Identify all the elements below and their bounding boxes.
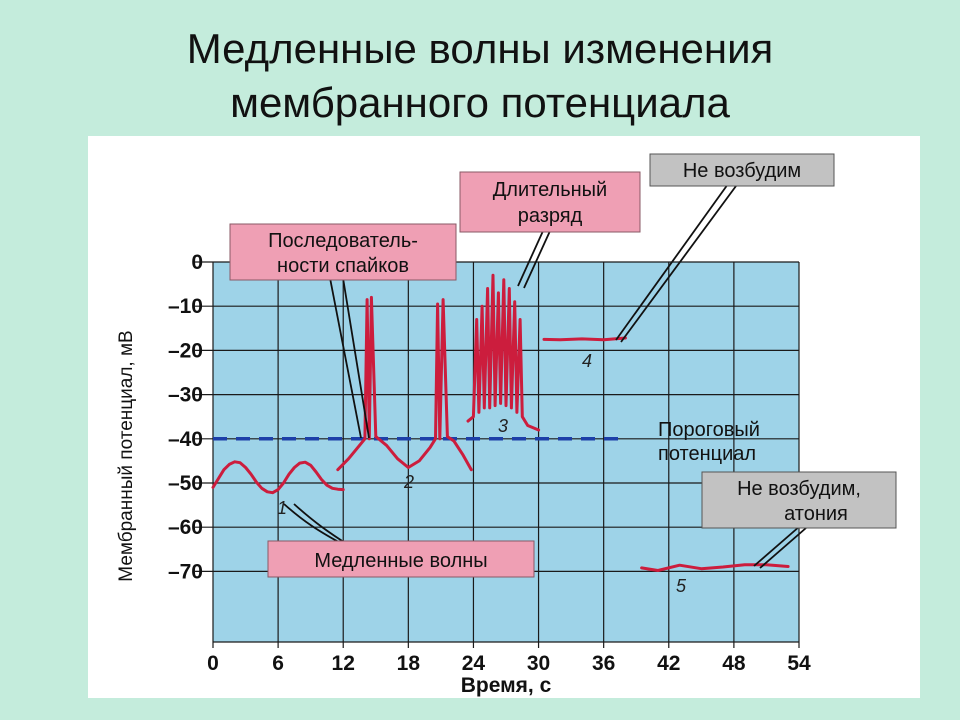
callout-atonia-line-2: атония (784, 503, 848, 525)
trace-4 (542, 336, 627, 342)
trace-label-4: 4 (582, 351, 592, 371)
callout-not-excitable: Не возбудим (649, 153, 835, 187)
x-tick-label: 30 (527, 652, 550, 675)
y-tick-label: –50 (168, 472, 203, 495)
x-tick-label: 6 (272, 652, 284, 675)
x-tick-label: 48 (722, 652, 746, 675)
callout-not-excitable-text: Не возбудим (683, 160, 801, 182)
trace-1 (211, 460, 345, 495)
callout-slow-waves: Медленные волны (267, 540, 535, 578)
x-tick-label: 54 (787, 652, 811, 675)
leader-atonia-2 (759, 527, 807, 569)
callout-discharge-line-1: Длительный (493, 179, 607, 201)
leader-not-excitable-1 (615, 183, 729, 341)
x-axis-title: Время, с (461, 674, 552, 697)
callout-spikes-line-1: Последователь- (268, 230, 418, 252)
callout-spike-sequences: Последователь- ности спайков (229, 223, 457, 281)
trace-label-5: 5 (676, 576, 687, 596)
leader-not-excitable-2 (620, 185, 737, 343)
trace-2 (336, 295, 473, 472)
callout-spikes-line-2: ности спайков (277, 255, 409, 277)
y-tick-label: –20 (168, 339, 203, 362)
y-tick-label: 0 (191, 251, 203, 274)
y-tick-label: –10 (168, 295, 203, 318)
slide-title-line-2: мембранного потенциала (230, 79, 730, 126)
x-tick-label: 12 (332, 652, 355, 675)
y-tick-label: –40 (168, 428, 203, 451)
y-tick-label: –30 (168, 384, 203, 407)
membrane-potential-chart: 0–10–20–30–40–50–60–70 0 6 12 18 24 30 36 42 48 5… (116, 153, 897, 697)
y-tick-labels: 0 –10 –20 –30 –40 –50 –60 –70 (168, 251, 203, 583)
trace-label-2: 2 (403, 472, 414, 492)
y-tick-label: –60 (168, 516, 203, 539)
slide-title-line-1: Медленные волны изменения (186, 25, 774, 72)
trace-label-3: 3 (498, 416, 508, 436)
callout-discharge-line-2: разряд (518, 205, 583, 227)
x-tick-label: 0 (207, 652, 219, 675)
leader-atonia-1 (753, 525, 801, 567)
callout-not-excitable-atonia: Не возбудим, атония (701, 471, 897, 529)
callout-atonia-line-1: Не возбудим, (737, 478, 861, 500)
callout-slow-waves-text: Медленные волны (314, 550, 487, 572)
x-tick-label: 24 (462, 652, 486, 675)
trace-label-1: 1 (277, 498, 287, 518)
leader-spikes-2 (329, 277, 362, 439)
threshold-label-line-2: потенциал (658, 443, 756, 465)
leader-discharge-2 (523, 230, 551, 289)
y-tick-label: –70 (168, 560, 203, 583)
leader-spikes-1 (342, 277, 370, 439)
trace-3 (466, 273, 541, 432)
callout-prolonged-discharge: Длительный разряд (459, 171, 641, 233)
x-tick-labels: 0 6 12 18 24 30 36 42 48 54 (207, 652, 811, 675)
chart-figure: 0 –10 –20 –30 –40 –50 –60 –70 0 6 12 18 24 30 36 42 48 5… (88, 136, 920, 698)
leader-discharge-1 (517, 230, 544, 287)
x-tick-label: 36 (592, 652, 615, 675)
slide-title: Медленные волны изменения мембранного по… (0, 22, 960, 130)
x-tick-label: 18 (397, 652, 421, 675)
threshold-label-line-1: Пороговый (658, 419, 760, 441)
x-tick-label: 42 (657, 652, 680, 675)
y-axis-title: Мембранный потенциал, мВ (116, 330, 137, 581)
